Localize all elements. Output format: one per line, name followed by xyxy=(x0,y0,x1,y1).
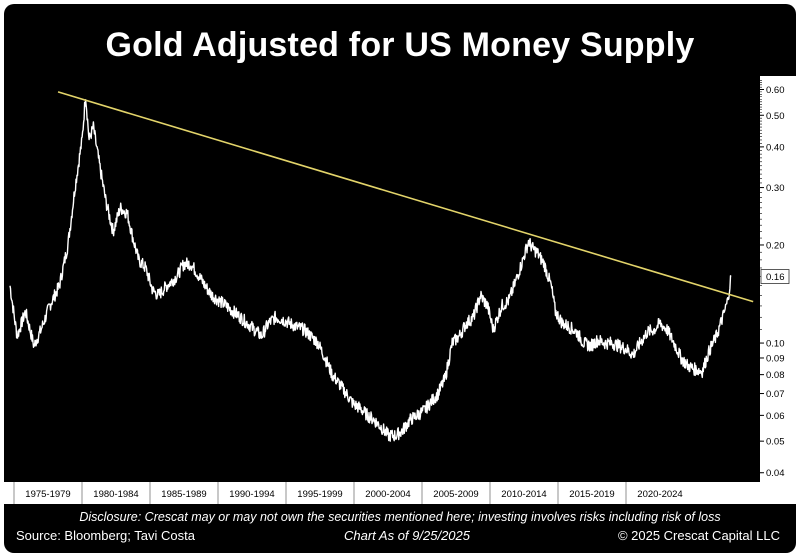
chart-title: Gold Adjusted for US Money Supply xyxy=(105,26,695,64)
x-category-label: 2000-2004 xyxy=(365,489,410,500)
gold-money-supply-line xyxy=(9,99,732,442)
chart-frame: Gold Adjusted for US Money Supply 0.04 0.… xyxy=(4,4,796,553)
y-tick-label: 0.09 xyxy=(766,353,785,364)
y-tick-label: 0.30 xyxy=(766,183,785,194)
y-tick-label: 0.20 xyxy=(766,240,785,251)
x-category-label: 1975-1979 xyxy=(25,489,70,500)
source-text: Source: Bloomberg; Tavi Costa xyxy=(16,528,195,543)
y-axis-panel xyxy=(760,76,796,504)
y-tick-label: 0.60 xyxy=(766,85,785,96)
x-axis-panel xyxy=(4,482,760,504)
chart-svg: 0.04 0.05 0.06 0.07 0.08 0.09 0.10 0.20 0.30 0.40… xyxy=(4,76,796,504)
y-tick-label: 0.06 xyxy=(766,411,785,422)
last-value-box xyxy=(760,269,790,284)
y-tick-label: 0.07 xyxy=(766,389,785,400)
last-value-label: 0.16 xyxy=(766,272,785,283)
disclosure-text: Disclosure: Crescat may or may not own t… xyxy=(79,510,721,524)
x-category-label: 1990-1994 xyxy=(229,489,274,500)
y-tick-label: 0.50 xyxy=(766,111,785,122)
x-category-label: 1985-1989 xyxy=(161,489,206,500)
y-tick-label: 0.40 xyxy=(766,142,785,153)
copyright-text: © 2025 Crescat Capital LLC xyxy=(617,528,780,543)
x-category-label: 1980-1984 xyxy=(93,489,138,500)
y-tick-label: 0.05 xyxy=(766,437,785,448)
x-category-label: 1995-1999 xyxy=(297,489,342,500)
y-tick-label: 0.04 xyxy=(766,468,785,479)
as-of-text: Chart As of 9/25/2025 xyxy=(344,528,470,543)
y-tick-label: 0.10 xyxy=(766,339,785,350)
x-category-label: 2010-2014 xyxy=(501,489,546,500)
x-category-label: 2005-2009 xyxy=(433,489,478,500)
trendline xyxy=(57,91,754,303)
y-tick-label: 0.08 xyxy=(766,370,785,381)
x-category-label: 2020-2024 xyxy=(637,489,682,500)
x-category-label: 2015-2019 xyxy=(569,489,614,500)
